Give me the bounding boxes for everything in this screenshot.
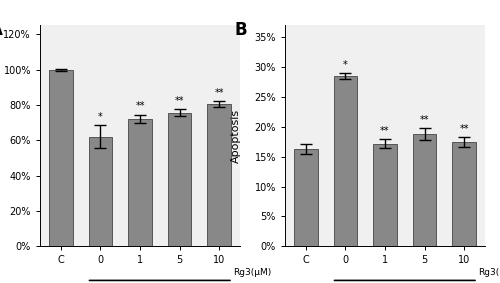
Bar — [88, 137, 112, 246]
Text: Rg3(μM): Rg3(μM) — [233, 268, 271, 277]
Text: *: * — [343, 60, 348, 70]
Text: **: ** — [460, 124, 469, 134]
Bar — [334, 76, 357, 246]
Text: **: ** — [175, 96, 184, 106]
Bar — [452, 142, 476, 246]
Bar — [207, 104, 231, 246]
Text: A: A — [0, 21, 3, 39]
Bar — [49, 70, 73, 246]
Y-axis label: Apoptosis: Apoptosis — [231, 109, 241, 163]
Text: **: ** — [214, 88, 224, 98]
Bar — [373, 143, 397, 246]
Text: Rg3(μM): Rg3(μM) — [478, 268, 500, 277]
Text: B: B — [235, 21, 248, 39]
Text: *: * — [98, 112, 103, 122]
Bar — [128, 119, 152, 246]
Bar — [168, 113, 192, 246]
Text: **: ** — [380, 126, 390, 136]
Bar — [412, 134, 436, 246]
Bar — [294, 149, 318, 246]
Text: **: ** — [136, 102, 145, 112]
Text: **: ** — [420, 115, 430, 125]
